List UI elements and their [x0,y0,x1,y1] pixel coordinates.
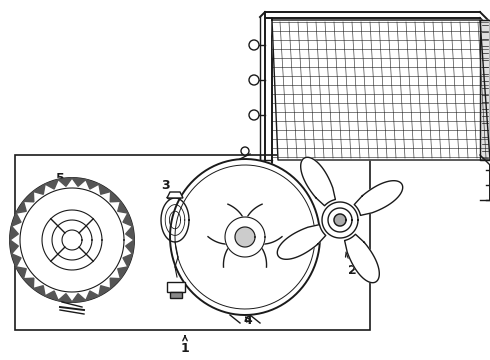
Text: 4: 4 [244,314,252,327]
Circle shape [249,75,259,85]
Bar [167,282,185,292]
Polygon shape [123,213,132,226]
Circle shape [241,147,249,155]
Polygon shape [86,180,99,189]
Polygon shape [110,192,121,202]
Polygon shape [334,214,346,226]
Circle shape [249,110,259,120]
Polygon shape [344,234,379,283]
Polygon shape [12,213,21,226]
Polygon shape [99,286,111,296]
Polygon shape [118,201,128,213]
Polygon shape [235,227,255,247]
Polygon shape [45,291,58,301]
Text: 1: 1 [181,336,189,355]
Polygon shape [480,20,490,160]
Polygon shape [118,267,128,279]
Bar [15,155,370,330]
Polygon shape [24,278,34,288]
Polygon shape [161,198,189,242]
Bar [170,292,182,298]
Polygon shape [99,184,111,194]
Polygon shape [12,254,21,267]
Polygon shape [277,225,326,259]
Polygon shape [72,294,86,302]
Polygon shape [10,226,18,240]
Polygon shape [72,178,86,186]
Polygon shape [10,240,18,254]
Polygon shape [45,180,58,189]
Polygon shape [328,208,352,232]
Polygon shape [125,240,134,254]
Polygon shape [86,291,99,301]
Polygon shape [354,181,403,215]
Polygon shape [58,178,72,186]
Polygon shape [33,184,45,194]
Polygon shape [167,192,183,198]
Polygon shape [123,254,132,267]
Circle shape [249,40,259,50]
Polygon shape [322,202,358,238]
Polygon shape [24,192,34,202]
Polygon shape [225,217,265,257]
Polygon shape [16,201,26,213]
Text: 2: 2 [345,252,356,276]
Text: 5: 5 [56,171,70,196]
Text: 3: 3 [161,179,171,201]
Polygon shape [125,226,134,240]
Polygon shape [301,157,335,206]
Polygon shape [10,178,134,302]
Polygon shape [272,20,490,160]
Polygon shape [110,278,121,288]
Polygon shape [33,286,45,296]
Polygon shape [58,294,72,302]
Polygon shape [170,159,320,315]
Polygon shape [16,267,26,279]
